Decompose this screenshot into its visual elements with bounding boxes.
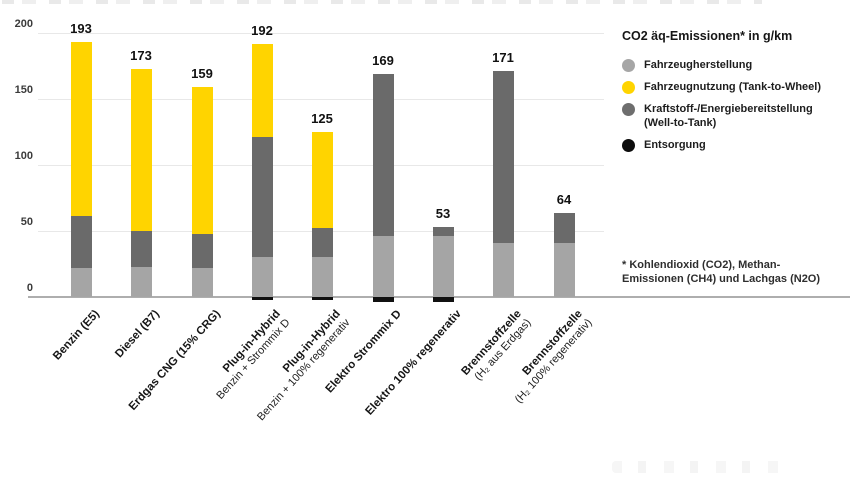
bar-value-label: 192 — [251, 22, 273, 38]
bar-segment-well-to-tank — [251, 137, 273, 258]
bar-segment-well-to-tank — [492, 71, 514, 243]
bar-segment-well-to-tank — [432, 227, 454, 237]
footnote: * Kohlendioxid (CO2), Methan- Emissionen… — [622, 258, 820, 286]
legend-item: Kraftstoff-/Energiebereitstellung (Well-… — [622, 102, 848, 130]
y-tick-label-200: 200 — [14, 18, 33, 30]
bar-segment-fahrzeugherstellung — [191, 267, 213, 297]
footnote-line1: * Kohlendioxid (CO2), Methan- — [622, 259, 781, 271]
legend-title: CO2 äq-Emissionen* in g/km — [622, 29, 793, 43]
bar-segment-entsorgung — [251, 297, 273, 300]
bar-value-label: 159 — [191, 66, 213, 82]
bar-segment-fahrzeugherstellung — [311, 257, 333, 297]
bar-segment-fahrzeugherstellung — [372, 236, 394, 297]
bar-value-label: 193 — [70, 21, 92, 37]
bar-segment-tank-to-wheel — [130, 68, 152, 231]
legend-item: Fahrzeugnutzung (Tank-to-Wheel) — [622, 80, 848, 94]
bar-segment-entsorgung — [432, 297, 454, 303]
legend-item-label: Fahrzeugherstellung — [644, 59, 753, 71]
legend-item: Fahrzeugherstellung — [622, 58, 848, 72]
y-tick-label-150: 150 — [14, 84, 33, 96]
legend-item-label: Entsorgung — [644, 139, 706, 151]
legend: CO2 äq-Emissionen* in g/km Fahrzeugherst… — [622, 29, 848, 160]
gridline-200 — [38, 33, 604, 34]
legend-item-label: Kraftstoff-/Energiebereitstellung (Well-… — [644, 103, 813, 129]
bar-value-label: 53 — [435, 206, 451, 222]
bar-segment-fahrzeugherstellung — [70, 267, 92, 297]
bar-segment-well-to-tank — [130, 231, 152, 267]
legend-item: Entsorgung — [622, 138, 848, 152]
legend-color-dot-icon — [622, 139, 635, 152]
cropped-watermark-fragments — [612, 461, 792, 473]
bar-segment-tank-to-wheel — [311, 132, 333, 229]
footnote-line2: Emissionen (CH4) und Lachgas (N2O) — [622, 273, 821, 285]
gridline-150 — [38, 99, 604, 100]
bar-segment-fahrzeugherstellung — [492, 242, 514, 297]
bar-segment-entsorgung — [311, 297, 333, 300]
bar-value-label: 125 — [311, 111, 333, 126]
legend-color-dot-icon — [622, 59, 635, 72]
bar-segment-tank-to-wheel — [251, 43, 273, 138]
legend-items: Fahrzeugherstellung Fahrzeugnutzung (Tank… — [622, 58, 848, 152]
legend-item-label: Fahrzeugnutzung (Tank-to-Wheel) — [644, 81, 821, 93]
bar-segment-fahrzeugherstellung — [251, 257, 273, 297]
y-tick-label-0: 0 — [26, 282, 33, 294]
cropped-title-fragments — [2, 0, 762, 4]
bar-segment-entsorgung — [372, 297, 394, 303]
bar-segment-well-to-tank — [191, 233, 213, 268]
bar-segment-tank-to-wheel — [70, 42, 92, 217]
bar-segment-well-to-tank — [70, 216, 92, 268]
bar-segment-fahrzeugherstellung — [432, 236, 454, 297]
bar-segment-fahrzeugherstellung — [553, 242, 575, 297]
bar-segment-well-to-tank — [311, 228, 333, 258]
legend-color-dot-icon — [622, 81, 635, 94]
bar-value-label: 169 — [372, 52, 394, 68]
bar-segment-tank-to-wheel — [191, 87, 213, 234]
bar-segment-fahrzeugherstellung — [130, 266, 152, 297]
bar-segment-well-to-tank — [553, 212, 575, 243]
bar-value-label: 171 — [492, 50, 514, 66]
legend-color-dot-icon — [622, 103, 635, 116]
bar-value-label: 64 — [556, 191, 572, 207]
bar-segment-well-to-tank — [372, 73, 394, 237]
bar-value-label: 173 — [130, 47, 152, 63]
y-tick-label-50: 50 — [20, 216, 33, 228]
y-tick-label-100: 100 — [14, 150, 33, 162]
